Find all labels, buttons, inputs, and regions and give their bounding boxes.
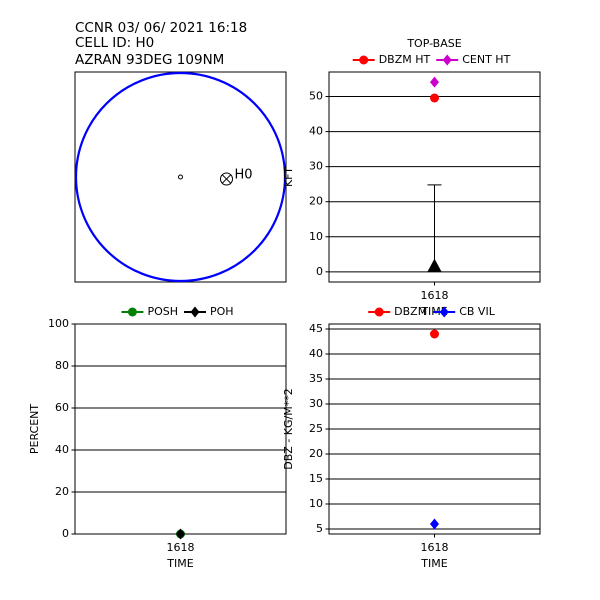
cell-label: H0: [235, 168, 253, 183]
y-tick-label: 0: [316, 265, 323, 278]
y-tick-label: 45: [309, 322, 323, 335]
y-tick-label: 40: [309, 125, 323, 138]
y-tick-label: 20: [309, 447, 323, 460]
y-axis-label: PERCENT: [28, 404, 41, 455]
x-tick-label: 1618: [421, 541, 449, 554]
x-axis-label: TIME: [420, 557, 447, 570]
header-line: AZRAN 93DEG 109NM: [75, 52, 224, 68]
y-tick-label: 20: [55, 485, 69, 498]
legend-label: CENT HT: [462, 53, 510, 66]
y-tick-label: 35: [309, 372, 323, 385]
y-tick-label: 40: [309, 347, 323, 360]
x-tick-label: 1618: [421, 289, 449, 302]
legend-marker: [127, 307, 137, 317]
cell-marker-cross: [221, 174, 232, 184]
data-point: [430, 518, 439, 530]
legend-marker: [190, 306, 200, 318]
legend-marker: [442, 54, 452, 66]
legend-marker: [439, 306, 449, 318]
legend-label: DBZM: [394, 305, 427, 318]
legend-label: POSH: [147, 305, 178, 318]
x-axis-label: TIME: [166, 557, 193, 570]
y-tick-label: 10: [309, 230, 323, 243]
x-tick-label: 1618: [167, 541, 195, 554]
y-tick-label: 10: [309, 497, 323, 510]
cell-marker: [220, 172, 233, 186]
y-axis-label: DBZ - KG/M**2: [282, 388, 295, 469]
base-marker: [427, 258, 442, 272]
y-tick-label: 80: [55, 359, 69, 372]
radar-site: [178, 174, 183, 180]
range-ring: [74, 71, 287, 283]
legend-marker: [374, 307, 384, 317]
legend-marker: [359, 55, 369, 65]
data-point: [430, 76, 439, 88]
data-point: [430, 329, 439, 339]
y-axis-label: KFT: [282, 167, 295, 187]
y-tick-label: 0: [62, 527, 69, 540]
chart-title: TOP-BASE: [406, 37, 461, 50]
data-point: [430, 93, 439, 103]
y-tick-label: 5: [316, 522, 323, 535]
y-tick-label: 20: [309, 195, 323, 208]
y-tick-label: 50: [309, 90, 323, 103]
legend-label: DBZM HT: [379, 53, 431, 66]
legend-label: POH: [210, 305, 234, 318]
y-tick-label: 30: [309, 160, 323, 173]
y-tick-label: 100: [48, 317, 69, 330]
y-tick-label: 25: [309, 422, 323, 435]
y-tick-label: 60: [55, 401, 69, 414]
header-line: CELL ID: H0: [75, 35, 154, 51]
plot-frame: [74, 323, 287, 535]
y-tick-label: 30: [309, 397, 323, 410]
y-tick-label: 15: [309, 472, 323, 485]
y-tick-label: 40: [55, 443, 69, 456]
legend-label: CB VIL: [459, 305, 495, 318]
data-point: [176, 528, 185, 540]
header-line: CCNR 03/ 06/ 2021 16:18: [75, 20, 247, 36]
